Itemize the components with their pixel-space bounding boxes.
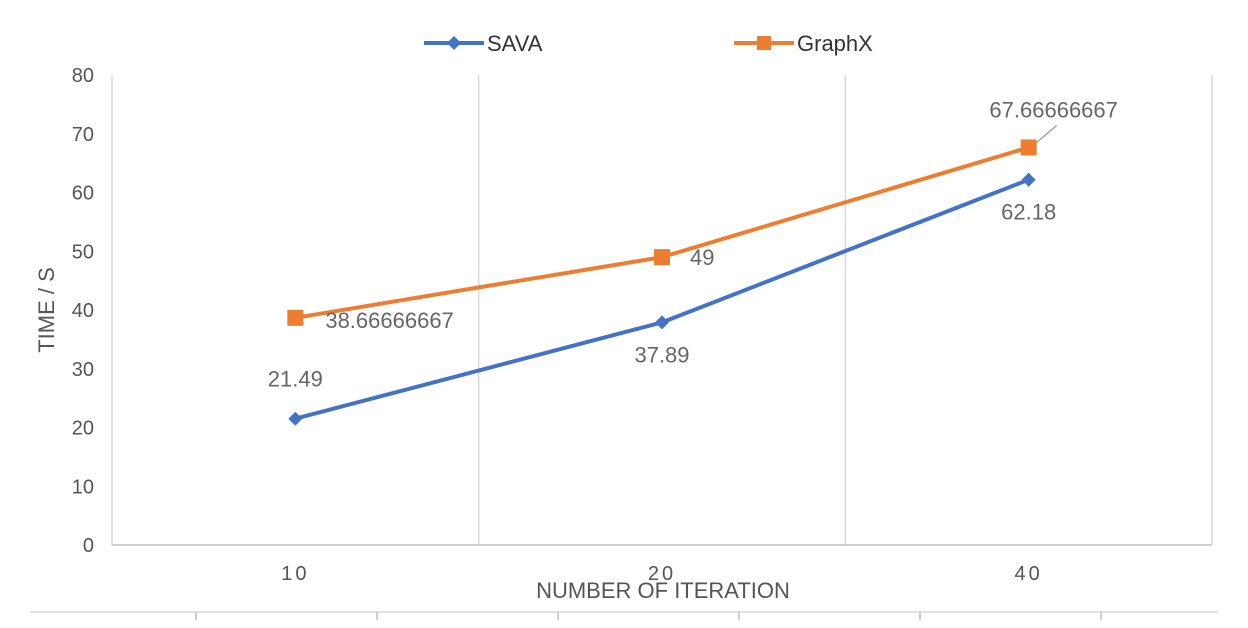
data-point-sava [1021, 172, 1036, 187]
y-tick-label: 20 [72, 418, 94, 440]
data-point-graphx [654, 249, 670, 266]
y-tick-label: 10 [72, 476, 94, 498]
y-tick-label: 50 [72, 241, 94, 263]
data-label-sava: 37.89 [634, 342, 689, 367]
data-label-sava: 21.49 [268, 367, 323, 392]
legend-label-sava: SAVA [487, 31, 543, 56]
data-label-graphx: 49 [690, 245, 714, 270]
y-tick-label: 30 [72, 359, 94, 381]
x-axis-ticks: 10 20 40 [281, 563, 1043, 585]
legend: SAVA GraphX [424, 31, 873, 56]
data-label-graphx: 38.66666667 [325, 308, 453, 333]
data-label-graphx: 67.66666667 [989, 97, 1117, 122]
series-layer [287, 139, 1037, 426]
y-tick-label: 80 [72, 65, 94, 87]
legend-marker-graphx [757, 36, 771, 50]
y-tick-label: 70 [72, 124, 94, 146]
x-tick-label: 20 [648, 563, 676, 585]
legend-marker-sava [447, 36, 461, 50]
y-tick-label: 0 [83, 535, 94, 557]
x-tick-label: 10 [281, 563, 309, 585]
data-point-sava [288, 411, 303, 426]
data-point-sava [655, 315, 669, 330]
data-label-leader-line [1036, 124, 1058, 144]
gridlines [111, 75, 1213, 546]
data-label-sava: 62.18 [1001, 200, 1056, 225]
data-point-graphx [287, 309, 304, 326]
y-tick-label: 40 [72, 300, 94, 322]
y-axis-title: TIME / S [34, 267, 59, 353]
x-axis-title: NUMBER OF ITERATION [536, 578, 790, 603]
data-point-graphx [1020, 139, 1037, 156]
x-tick-label: 40 [1015, 563, 1043, 585]
y-axis-ticks: 0 10 20 30 40 50 60 70 80 [72, 65, 94, 557]
series-line-graphx [295, 145, 1030, 320]
data-labels: 21.49 37.89 62.18 38.66666667 49 67.66666667 [268, 97, 1118, 391]
legend-label-graphx: GraphX [797, 31, 873, 56]
bottom-rule [30, 611, 1218, 620]
y-tick-label: 60 [72, 183, 94, 205]
